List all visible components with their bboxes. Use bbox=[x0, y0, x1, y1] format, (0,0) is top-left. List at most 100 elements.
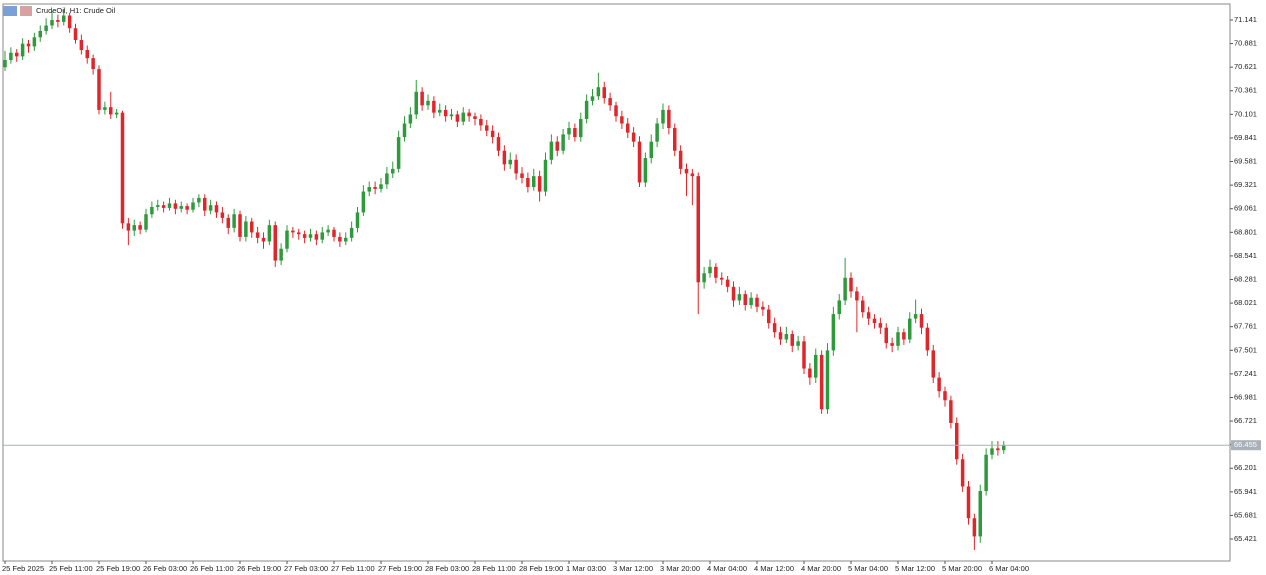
y-tick-label: 70.881 bbox=[1234, 39, 1257, 48]
candle-body bbox=[649, 141, 653, 158]
candle-body bbox=[38, 30, 42, 38]
candle-body bbox=[367, 187, 371, 192]
candle-body bbox=[126, 223, 131, 231]
candle-body bbox=[279, 248, 283, 261]
candle-body bbox=[825, 350, 830, 410]
candle-body bbox=[955, 422, 959, 460]
x-tick-label: 4 Mar 12:00 bbox=[754, 564, 794, 573]
candle-body bbox=[285, 230, 289, 249]
candle-body bbox=[308, 234, 313, 238]
candle-body bbox=[73, 28, 78, 41]
candle-body bbox=[725, 279, 730, 287]
candle-body bbox=[843, 277, 847, 301]
candle-body bbox=[549, 141, 554, 160]
candle-body bbox=[208, 205, 213, 211]
candle-body bbox=[144, 214, 148, 230]
candle-body bbox=[584, 100, 589, 119]
candle-body bbox=[949, 400, 953, 423]
candle-body bbox=[9, 52, 13, 60]
candle-body bbox=[44, 25, 48, 31]
candle-body bbox=[508, 159, 512, 165]
candle-body bbox=[678, 150, 683, 169]
x-tick-label: 26 Feb 11:00 bbox=[190, 564, 234, 573]
candle-body bbox=[784, 334, 789, 340]
candle-body bbox=[109, 107, 113, 115]
candle-body bbox=[902, 332, 906, 340]
y-tick-label: 71.141 bbox=[1234, 15, 1257, 24]
candle-body bbox=[461, 112, 465, 122]
candle-body bbox=[396, 137, 401, 169]
candle-body bbox=[937, 377, 941, 392]
candle-body bbox=[320, 232, 324, 240]
candle-body bbox=[232, 214, 236, 228]
y-tick-label: 65.421 bbox=[1234, 534, 1257, 543]
candle-body bbox=[608, 98, 612, 106]
current-price-box bbox=[1231, 440, 1261, 451]
candle-body bbox=[261, 237, 266, 242]
x-tick-label: 27 Feb 03:00 bbox=[284, 564, 328, 573]
candle-body bbox=[20, 43, 25, 57]
y-tick-label: 68.021 bbox=[1234, 298, 1257, 307]
candle-body bbox=[26, 43, 31, 47]
y-tick-label: 69.061 bbox=[1234, 204, 1257, 213]
candle-body bbox=[590, 96, 595, 101]
x-tick-label: 28 Feb 19:00 bbox=[519, 564, 563, 573]
x-tick-label: 4 Mar 20:00 bbox=[801, 564, 841, 573]
candle-body bbox=[273, 225, 277, 261]
candle-body bbox=[349, 227, 354, 238]
candle-body bbox=[602, 87, 606, 99]
symbol-icon bbox=[20, 6, 32, 16]
candle-body bbox=[479, 118, 483, 126]
candle-body bbox=[103, 107, 107, 110]
candle-body bbox=[244, 221, 248, 237]
candle-body bbox=[32, 37, 37, 47]
candle-body bbox=[637, 141, 642, 183]
x-tick-label: 25 Feb 11:00 bbox=[49, 564, 93, 573]
candle-body bbox=[532, 176, 536, 188]
candle-body bbox=[161, 205, 166, 208]
candle-body bbox=[772, 323, 777, 333]
candle-body bbox=[67, 15, 72, 29]
candle-body bbox=[673, 128, 677, 151]
candle-body bbox=[831, 314, 836, 351]
candle-body bbox=[56, 20, 60, 22]
candle-body bbox=[402, 123, 407, 138]
x-tick-label: 4 Mar 04:00 bbox=[707, 564, 747, 573]
y-tick-label: 66.201 bbox=[1234, 463, 1257, 472]
y-tick-label: 67.501 bbox=[1234, 345, 1257, 354]
candle-body bbox=[661, 109, 665, 124]
candle-body bbox=[238, 214, 242, 237]
candle-body bbox=[931, 350, 935, 378]
candle-body bbox=[197, 197, 201, 203]
candle-body bbox=[626, 123, 630, 133]
candle-body bbox=[291, 230, 295, 233]
candle-body bbox=[120, 112, 125, 224]
candle-body bbox=[690, 173, 695, 177]
candle-body bbox=[467, 112, 471, 117]
candle-body bbox=[943, 391, 947, 401]
candle-body bbox=[490, 130, 495, 138]
candle-body bbox=[443, 109, 448, 117]
candle-body bbox=[631, 132, 636, 142]
y-tick-label: 65.681 bbox=[1234, 510, 1257, 519]
candle-body bbox=[872, 318, 877, 324]
y-tick-label: 68.801 bbox=[1234, 227, 1257, 236]
candle-body bbox=[567, 128, 571, 135]
candle-body bbox=[426, 100, 430, 106]
candle-body bbox=[667, 109, 671, 129]
candle-body bbox=[496, 137, 501, 151]
candle-body bbox=[808, 368, 812, 378]
candle-body bbox=[919, 314, 924, 328]
candle-body bbox=[432, 100, 436, 113]
x-tick-label: 28 Feb 03:00 bbox=[425, 564, 469, 573]
x-tick-label: 5 Mar 12:00 bbox=[895, 564, 935, 573]
candle-body bbox=[596, 87, 601, 97]
y-tick-label: 70.101 bbox=[1234, 109, 1257, 118]
candle-body bbox=[767, 309, 771, 324]
y-tick-label: 66.981 bbox=[1234, 392, 1257, 401]
candle-body bbox=[684, 168, 689, 174]
chart-title: CrudeOil, H1: Crude Oil bbox=[36, 6, 116, 15]
candle-body bbox=[720, 277, 724, 280]
candle-body bbox=[15, 52, 19, 57]
y-tick-label: 69.321 bbox=[1234, 180, 1257, 189]
